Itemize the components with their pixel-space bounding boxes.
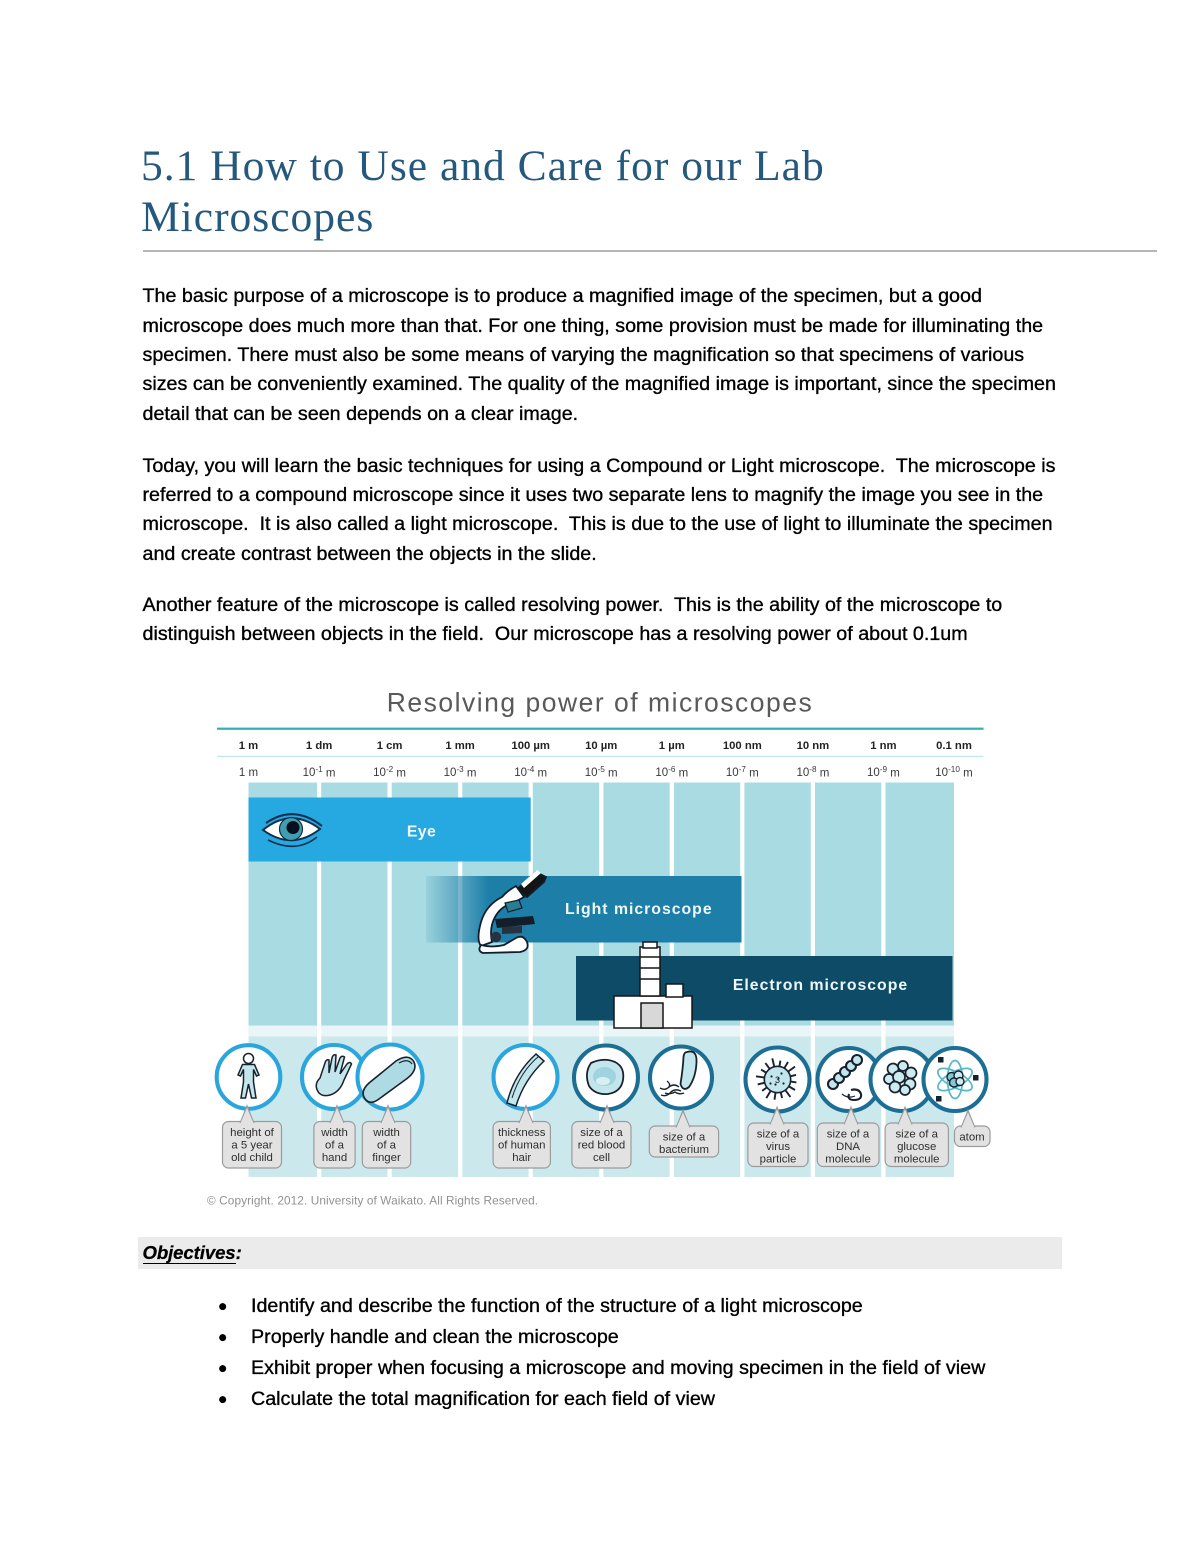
svg-text:cell: cell [593,1152,610,1164]
svg-text:10-9 m: 10-9 m [867,765,900,780]
svg-text:10-8 m: 10-8 m [796,765,829,780]
svg-text:finger: finger [372,1152,401,1164]
svg-text:10-10 m: 10-10 m [935,765,972,780]
svg-text:glucose: glucose [897,1141,936,1153]
svg-text:10 nm: 10 nm [797,740,830,752]
svg-text:molecule: molecule [825,1153,871,1165]
svg-text:3: 3 [775,1075,780,1085]
svg-text:1 mm: 1 mm [445,740,475,752]
svg-text:10-4 m: 10-4 m [514,765,547,780]
svg-text:height of: height of [230,1127,275,1139]
svg-text:1 dm: 1 dm [306,740,332,752]
svg-text:atom: atom [959,1132,984,1144]
svg-text:of a: of a [377,1139,397,1151]
svg-text:0.1 nm: 0.1 nm [936,740,972,752]
svg-text:DNA: DNA [836,1141,860,1153]
svg-text:thickness: thickness [498,1127,546,1139]
svg-text:1 m: 1 m [239,740,258,752]
svg-text:size of a: size of a [757,1129,800,1141]
svg-text:10-2 m: 10-2 m [373,765,406,780]
svg-text:old child: old child [231,1152,273,1164]
svg-text:Resolving power of microscopes: Resolving power of microscopes [387,688,813,718]
svg-text:1 µm: 1 µm [659,740,685,752]
svg-text:1 cm: 1 cm [377,740,403,752]
svg-text:width: width [372,1127,400,1139]
svg-text:1 m: 1 m [239,767,258,779]
svg-text:100 µm: 100 µm [511,740,550,752]
svg-text:Electron microscope: Electron microscope [733,977,908,994]
svg-text:of a: of a [325,1139,345,1151]
svg-text:hair: hair [512,1152,531,1164]
svg-text:100 nm: 100 nm [723,740,762,752]
svg-text:size of a: size of a [663,1132,706,1144]
svg-text:Light microscope: Light microscope [565,901,713,918]
svg-text:10-3 m: 10-3 m [444,765,477,780]
svg-text:size of a: size of a [580,1127,623,1139]
svg-text:width: width [320,1127,348,1139]
svg-text:10-6 m: 10-6 m [655,765,688,780]
svg-text:of human: of human [498,1139,546,1151]
svg-text:10 µm: 10 µm [585,740,617,752]
svg-text:© Copyright. 2012. University: © Copyright. 2012. University of Waikato… [207,1194,538,1208]
svg-text:virus: virus [766,1141,790,1153]
svg-text:molecule: molecule [894,1153,940,1165]
svg-text:10-7 m: 10-7 m [726,765,759,780]
svg-text:Eye: Eye [407,824,436,841]
svg-text:particle: particle [760,1153,797,1165]
svg-text:size of a: size of a [827,1129,870,1141]
svg-text:10-1 m: 10-1 m [303,765,336,780]
svg-text:1 nm: 1 nm [870,740,896,752]
svg-text:a 5 year: a 5 year [231,1139,272,1151]
svg-text:10-5 m: 10-5 m [585,765,618,780]
svg-text:size of a: size of a [895,1129,938,1141]
svg-text:red blood: red blood [578,1139,626,1151]
svg-text:bacterium: bacterium [659,1144,709,1156]
svg-text:hand: hand [322,1152,347,1164]
